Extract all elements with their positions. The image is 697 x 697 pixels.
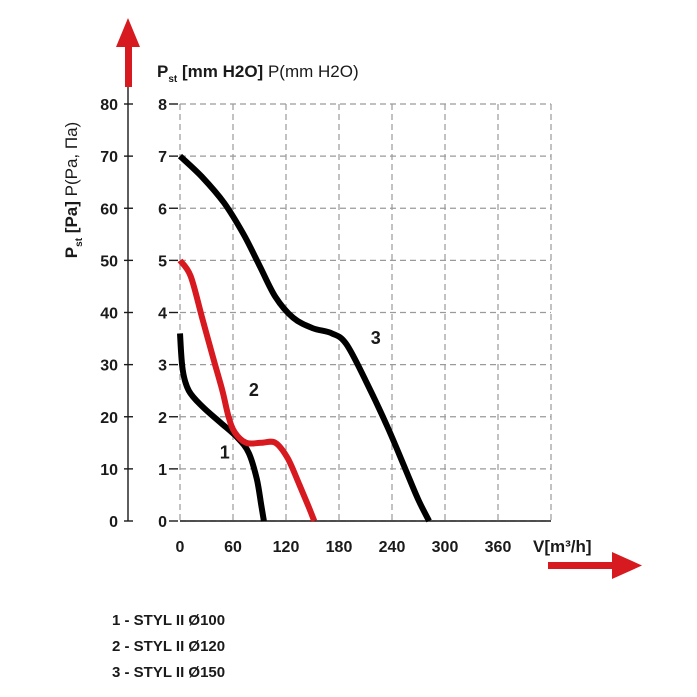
pa-tick-label: 0 xyxy=(109,514,118,531)
mm-tick-label: 1 xyxy=(158,462,167,479)
legend-item-2: 2 - STYL II Ø120 xyxy=(112,638,226,655)
mm-tick-label: 5 xyxy=(158,253,167,270)
curve-label-3: 3 xyxy=(371,328,381,348)
pa-tick-label: 40 xyxy=(100,306,118,323)
axes xyxy=(124,86,551,522)
legend-item-1: 1 - STYL II Ø100 xyxy=(112,612,226,629)
x-tick-label: 120 xyxy=(273,539,300,556)
mm-tick-label: 6 xyxy=(158,201,167,218)
x-axis-label: V[m³/h] xyxy=(533,537,592,556)
curve-labels: 1 2 3 xyxy=(220,328,381,463)
left-axis-title: Pst [Pa] P(Pa, Па) xyxy=(62,122,85,258)
legend-item-3: 3 - STYL II Ø150 xyxy=(112,664,226,681)
pa-tick-label: 50 xyxy=(100,253,118,270)
pa-tick-label: 60 xyxy=(100,201,118,218)
top-axis-title: Pst [mm H2O] P(mm H2O) xyxy=(157,62,359,85)
pa-tick-label: 70 xyxy=(100,149,118,166)
x-tick-label: 240 xyxy=(379,539,406,556)
curve-3 xyxy=(177,153,432,523)
x-tick-label: 300 xyxy=(432,539,459,556)
x-tick-label: 180 xyxy=(326,539,353,556)
pressure-axis-arrow xyxy=(116,18,140,87)
legend: 1 - STYL II Ø100 2 - STYL II Ø120 3 - ST… xyxy=(112,608,225,686)
pa-tick-label: 20 xyxy=(100,410,118,427)
x-tick-label: 360 xyxy=(485,539,512,556)
mm-tick-label: 0 xyxy=(158,514,167,531)
mm-tick-label: 3 xyxy=(158,358,167,375)
pa-tick-label: 10 xyxy=(100,462,118,479)
mm-tick-label: 8 xyxy=(158,97,167,114)
mm-tick-label: 2 xyxy=(158,410,167,427)
pa-tick-label: 30 xyxy=(100,358,118,375)
curve-2 xyxy=(177,258,318,523)
curve-label-1: 1 xyxy=(220,442,230,462)
x-tick-label: 0 xyxy=(176,539,185,556)
flow-axis-arrow xyxy=(548,552,642,579)
curve-label-2: 2 xyxy=(249,380,259,400)
pa-tick-label: 80 xyxy=(100,97,118,114)
mm-tick-label: 4 xyxy=(158,306,167,323)
grid xyxy=(179,103,552,522)
curve-1 xyxy=(177,333,267,522)
curves xyxy=(177,153,432,523)
x-tick-label: 60 xyxy=(224,539,242,556)
mm-tick-label: 7 xyxy=(158,149,167,166)
